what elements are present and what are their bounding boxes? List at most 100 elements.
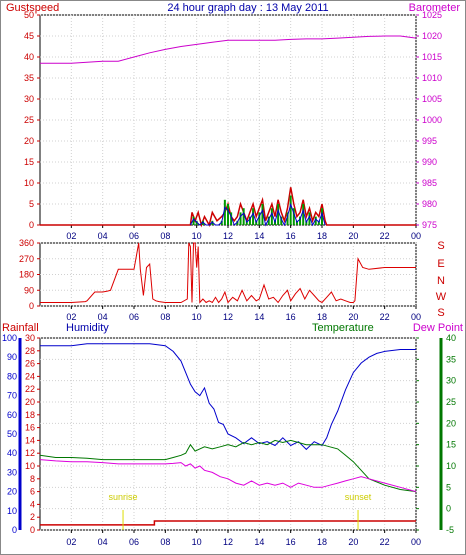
x-tick-label: 08 (160, 537, 170, 547)
x-tick-label: 06 (129, 312, 139, 322)
compass-label-e: E (437, 258, 444, 270)
direction-tick-label: 0 (29, 301, 34, 311)
gust-tick-label: 25 (24, 115, 34, 125)
humidity-tick-label: 70 (7, 391, 17, 401)
rainfall-tick-label: 28 (25, 346, 35, 356)
gust-tick-label: 20 (24, 136, 34, 146)
x-tick-label: 04 (98, 312, 108, 322)
barometer-tick-label: 995 (422, 136, 437, 146)
gustspeed-axis-label: Gustspeed (6, 2, 59, 14)
humidity-tick-label: 10 (7, 506, 17, 516)
compass-label-s-top: S (437, 240, 444, 252)
rainfall-tick-label: 26 (25, 359, 35, 369)
humidity-tick-label: 40 (7, 448, 17, 458)
direction-tick-label: 270 (19, 254, 34, 264)
x-tick-label: 18 (317, 537, 327, 547)
rainfall-tick-label: 18 (25, 410, 35, 420)
x-tick-label: 22 (380, 231, 390, 241)
barometer-tick-label: 985 (422, 178, 437, 188)
direction-tick-label: 180 (19, 270, 34, 280)
barometer-axis-label: Barometer (409, 2, 461, 14)
x-tick-label: 02 (66, 312, 76, 322)
gust-tick-label: 45 (24, 31, 34, 41)
humidity-axis-label: Humidity (66, 322, 109, 334)
x-tick-label: 20 (348, 537, 358, 547)
barometer-tick-label: 1005 (422, 94, 442, 104)
humidity-tick-label: 50 (7, 429, 17, 439)
temperature-axis-label: Temperature (312, 322, 374, 334)
barometer-tick-label: 975 (422, 220, 437, 230)
x-tick-label: 12 (223, 231, 233, 241)
barometer-tick-label: 1000 (422, 115, 442, 125)
rainfall-tick-label: 2 (30, 512, 35, 522)
humidity-tick-label: 100 (2, 333, 17, 343)
temperature-series-line (39, 439, 417, 493)
x-tick-label: 06 (129, 231, 139, 241)
x-tick-label: 04 (98, 231, 108, 241)
humidity-tick-label: 20 (7, 487, 17, 497)
gust-tick-label: 35 (24, 73, 34, 83)
temperature-tick-label: 15 (446, 440, 456, 450)
compass-label-w: W (436, 291, 447, 303)
barometer-tick-label: 1010 (422, 73, 442, 83)
windspeed-avg-line (189, 202, 326, 227)
compass-label-n: N (437, 275, 445, 287)
x-tick-label: 06 (129, 537, 139, 547)
barometer-tick-label: 1020 (422, 31, 442, 41)
x-tick-label: 18 (317, 231, 327, 241)
x-tick-label: 18 (317, 312, 327, 322)
x-tick-label: 16 (286, 231, 296, 241)
x-tick-label: 14 (254, 537, 264, 547)
x-tick-label: 08 (160, 231, 170, 241)
x-tick-label: 02 (66, 537, 76, 547)
rainfall-tick-label: 8 (30, 474, 35, 484)
gustspeed-series-line (40, 187, 416, 228)
gust-tick-label: 30 (24, 94, 34, 104)
x-tick-label: 16 (286, 312, 296, 322)
rainfall-tick-label: 14 (25, 435, 35, 445)
x-tick-label: 22 (380, 312, 390, 322)
temperature-tick-label: 5 (446, 482, 451, 492)
humidity-tick-label: 60 (7, 410, 17, 420)
humidity-tick-label: 90 (7, 352, 17, 362)
x-tick-label: 16 (286, 537, 296, 547)
barometer-tick-label: 1015 (422, 52, 442, 62)
gust-tick-label: 5 (29, 199, 34, 209)
temperature-tick-label: 40 (446, 333, 456, 343)
temperature-tick-label: -5 (446, 525, 454, 535)
humidity-tick-label: 30 (7, 467, 17, 477)
temperature-tick-label: 30 (446, 376, 456, 386)
x-tick-label: 10 (192, 537, 202, 547)
temperature-tick-label: 0 (446, 504, 451, 514)
x-tick-label: 08 (160, 312, 170, 322)
x-tick-label: 00 (411, 231, 421, 241)
barometer-series-line (40, 35, 417, 64)
x-tick-label: 04 (98, 537, 108, 547)
rainfall-tick-label: 30 (25, 333, 35, 343)
x-tick-label: 10 (192, 231, 202, 241)
direction-tick-label: 90 (24, 285, 34, 295)
barometer-tick-label: 980 (422, 199, 437, 209)
direction-tick-label: 360 (19, 238, 34, 248)
x-tick-label: 00 (411, 312, 421, 322)
gust-tick-label: 40 (24, 52, 34, 62)
x-tick-label: 14 (254, 231, 264, 241)
x-tick-label: 00 (411, 537, 421, 547)
rainfall-tick-label: 22 (25, 384, 35, 394)
x-tick-label: 12 (223, 312, 233, 322)
rainfall-tick-label: 10 (25, 461, 35, 471)
gust-tick-label: 10 (24, 178, 34, 188)
temperature-tick-label: 10 (446, 461, 456, 471)
rainfall-tick-label: 12 (25, 448, 35, 458)
temperature-tick-label: 25 (446, 397, 456, 407)
gust-tick-label: 0 (29, 220, 34, 230)
rainfall-tick-label: 0 (30, 525, 35, 535)
dewpoint-series-line (39, 459, 417, 493)
rainfall-tick-label: 16 (25, 423, 35, 433)
barometer-tick-label: 1025 (422, 10, 442, 20)
chart-title: 24 hour graph day : 13 May 2011 (167, 2, 328, 14)
